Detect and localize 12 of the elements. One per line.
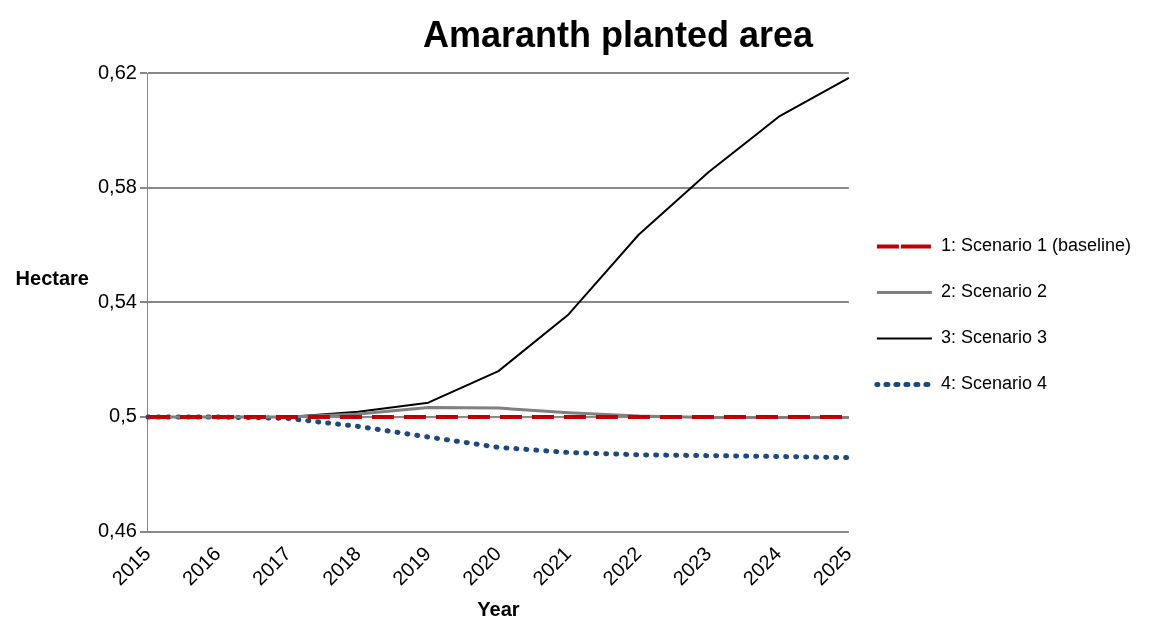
legend-label: 4: Scenario 4 xyxy=(940,373,1047,394)
legend-label: 3: Scenario 3 xyxy=(940,327,1047,348)
y-tick-label: 0,5 xyxy=(109,404,137,427)
legend-label: 1: Scenario 1 (baseline) xyxy=(940,235,1131,256)
y-tick-label: 0,62 xyxy=(97,60,137,83)
y-tick-label: 0,46 xyxy=(97,519,137,542)
y-tick-label: 0,54 xyxy=(97,289,137,312)
y-axis-title: Hectare xyxy=(15,266,89,289)
chart-title: Amaranth planted area xyxy=(422,13,815,55)
y-tick-label: 0,58 xyxy=(97,175,137,198)
x-axis-title: Year xyxy=(477,597,520,620)
legend-label: 2: Scenario 2 xyxy=(940,281,1047,302)
